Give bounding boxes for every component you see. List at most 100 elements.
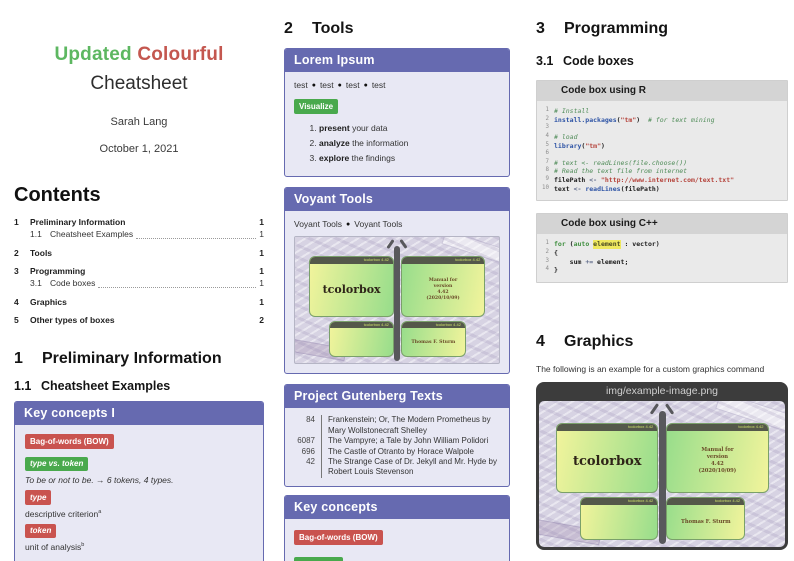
toc-number: 1.1 <box>30 229 42 240</box>
toc-leader <box>98 286 257 288</box>
line-number: 2 <box>545 115 550 122</box>
section-number: 1 <box>14 350 23 368</box>
code-line: 9 filePath <- "http://www.internet.com/te… <box>542 176 779 185</box>
toc-number: 4 <box>14 296 19 307</box>
table-row: 6087 The Vampyre; a Tale by John William… <box>289 436 500 447</box>
code-token: "tm" <box>620 115 637 124</box>
code-line: 1 for (auto element : vector) <box>542 240 779 250</box>
code-line: 2{ <box>542 249 779 258</box>
middle-column: 2 Tools Lorem Ipsum test ● test ● test ● test … <box>284 0 510 561</box>
toc-label: Tools <box>30 247 53 258</box>
section-number: 2 <box>284 20 293 37</box>
book-title: The Strange Case of Dr. Jekyll and Mr. H… <box>321 456 500 478</box>
wing-strip: tcolorbox 4.42 <box>401 257 485 265</box>
code-token: # text <- readLines(file.choose()) <box>554 158 688 167</box>
step-keyword: explore <box>319 153 350 164</box>
toc-entry: 3 Programming 1 <box>14 265 264 277</box>
code-token: # load <box>554 132 578 141</box>
test-word: test <box>345 80 360 90</box>
box-body: Voyant Tools ● Voyant Tools tcolorbox 4.42… <box>285 211 509 373</box>
subsection-number: 3.1 <box>536 54 554 68</box>
token-definition: unit of analysisb <box>25 542 253 552</box>
code-token: for <box>554 240 566 249</box>
manual-line: (2020/10/09) <box>698 468 737 475</box>
code-token: : vector) <box>620 240 660 249</box>
title-word-colourful: Colourful <box>137 44 224 65</box>
wing-bottom-left: tcolorbox 4.42 <box>579 497 659 540</box>
gutenberg-box: Project Gutenberg Texts 84 Frankenstein;… <box>284 384 510 487</box>
line-number: 7 <box>545 158 550 165</box>
voyant-line: Voyant Tools ● Voyant Tools <box>294 219 500 229</box>
code-token: ( <box>581 141 586 150</box>
circle-icon: ● <box>363 82 368 89</box>
code-token: readLines <box>585 184 621 193</box>
code-token: ( <box>565 240 574 249</box>
code-line: 2 install.packages("tm") # for text minin… <box>542 116 779 125</box>
example-image-frame: img/example-image.png tcolorbox 4.42 tco… <box>536 381 788 550</box>
section-title: Tools <box>312 20 354 37</box>
code-token: <- <box>573 184 582 193</box>
book-id: 6087 <box>297 436 315 446</box>
code-token: library <box>554 141 582 150</box>
definition-text: descriptive criterion <box>25 508 99 519</box>
date: October 1, 2021 <box>99 143 179 155</box>
code-token: # for text mining <box>640 115 715 124</box>
butterfly-antenna <box>399 239 408 250</box>
visualize-badge: Visualize <box>294 99 339 114</box>
toc-entry: 4 Graphics 1 <box>14 296 264 308</box>
code-token: { <box>554 249 558 258</box>
manual-version-text: Manual for version 4.42 (2020/10/09) <box>426 278 459 303</box>
section-title: Graphics <box>564 332 634 350</box>
code-line: 10 text <- readLines (filePath) <box>542 185 779 194</box>
code-token: element <box>593 240 621 250</box>
step-text: the information <box>349 137 409 148</box>
cpp-code-box: Code box using C++ 1 for (auto element : … <box>536 213 788 283</box>
test-word: test <box>294 80 308 90</box>
butterfly-body <box>394 246 401 361</box>
wing-bottom-right: tcolorbox 4.42 Thomas F. Sturm <box>400 320 466 358</box>
wing-strip: tcolorbox 4.42 <box>310 257 393 265</box>
code-token: # Install <box>554 107 590 115</box>
tcolorbox-cover-image: tcolorbox 4.42 tcolorbox tcolorbox 4.42 … <box>539 400 785 547</box>
toc-page: 2 <box>259 314 264 325</box>
butterfly-antenna <box>665 403 675 415</box>
contents-heading: Contents <box>14 184 101 206</box>
code-token: <- <box>589 176 598 185</box>
code-line: 1 # Install <box>542 107 779 116</box>
step-text: the findings <box>349 153 396 164</box>
title-block: Updated Colourful Cheatsheet Sarah Lang … <box>14 0 264 155</box>
bow-badge: Bag-of-words (BOW) <box>294 530 383 545</box>
code-token: install.packages <box>554 115 617 124</box>
section-title: Programming <box>564 20 669 37</box>
manual-line: version <box>706 454 729 461</box>
manual-line: 4.42 <box>711 461 724 468</box>
line-number: 3 <box>545 257 550 264</box>
lorem-ipsum-box: Lorem Ipsum test ● test ● test ● test Visualiz… <box>284 48 510 178</box>
test-word: test <box>319 80 334 90</box>
book-id: 84 <box>306 415 315 425</box>
circle-icon: ● <box>311 82 316 89</box>
footnote-mark: a <box>98 508 102 515</box>
code-token: ( <box>616 115 621 124</box>
box-header: Lorem Ipsum <box>285 49 509 72</box>
book-title: Frankenstein; Or, The Modern Prometheus … <box>321 415 500 437</box>
subsection-title: Cheatsheet Examples <box>41 379 171 394</box>
wing-strip: tcolorbox 4.42 <box>667 498 745 506</box>
tcolorbox-cover-image: tcolorbox 4.42 tcolorbox tcolorbox 4.42 … <box>294 236 500 365</box>
manual-line: 4.42 <box>437 289 449 295</box>
code-token: # Read the text file from internet <box>554 167 688 176</box>
code-token: sum <box>554 257 586 266</box>
code-token: element; <box>593 257 629 266</box>
step-text: your data <box>349 122 388 133</box>
voyant-item: Voyant Tools <box>294 219 343 230</box>
line-number: 4 <box>545 132 550 139</box>
line-number: 6 <box>545 150 550 157</box>
code-token: } <box>554 266 558 275</box>
manual-line: version <box>433 283 453 289</box>
toc-page: 1 <box>259 278 264 289</box>
toc-label: Other types of boxes <box>30 314 115 325</box>
book-id: 42 <box>306 456 315 466</box>
butterfly-antenna <box>649 403 659 415</box>
code-token: text <box>554 184 574 193</box>
wing-top-right: tcolorbox 4.42 Manual for version 4.42 (… <box>666 422 769 493</box>
